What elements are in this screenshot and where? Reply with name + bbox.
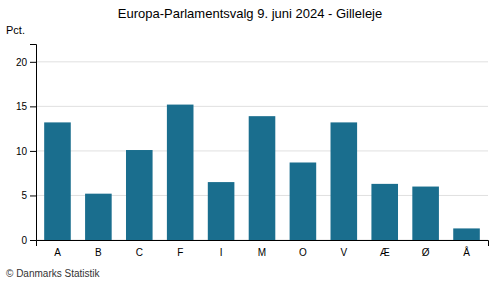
tick: I	[220, 247, 223, 258]
grid-line	[36, 61, 488, 62]
tick-label: A	[54, 247, 61, 258]
tick: F	[177, 247, 183, 258]
tick: V	[340, 247, 347, 258]
bar	[453, 228, 480, 240]
tick-label: V	[340, 247, 347, 258]
bar	[126, 150, 153, 240]
tick-label: 5	[21, 190, 27, 201]
tick-label: I	[220, 247, 223, 258]
bar	[208, 182, 235, 240]
tick: Ø	[422, 247, 430, 258]
tick-mark	[30, 240, 36, 241]
tick-label: 0	[21, 235, 27, 246]
bar	[371, 184, 398, 240]
axis-line	[37, 241, 489, 247]
tick: B	[95, 247, 102, 258]
axis-line	[30, 45, 37, 241]
tick: 20	[16, 57, 36, 68]
chart: Europa-Parlamentsvalg 9. juni 2024 - Gil…	[0, 0, 500, 282]
footer: © Danmarks Statistik	[6, 268, 101, 279]
tick-label: Ø	[422, 247, 430, 258]
tick-label: 15	[16, 101, 28, 112]
tick-label: M	[258, 247, 266, 258]
bars	[44, 105, 480, 240]
tick: Æ	[380, 247, 390, 258]
title: Europa-Parlamentsvalg 9. juni 2024 - Gil…	[118, 6, 382, 21]
grid-line	[36, 106, 488, 107]
tick-label: 10	[16, 146, 28, 157]
plot: 0 5 10 15 20 A B C F I M O V Æ Ø Å Pct.	[6, 24, 489, 258]
tick-label: O	[299, 247, 307, 258]
tick: Å	[463, 246, 470, 258]
bar	[249, 116, 276, 240]
tick-label: Å	[463, 246, 470, 258]
axis-title: Pct.	[6, 24, 25, 36]
tick: C	[136, 247, 143, 258]
bar	[85, 194, 112, 240]
tick-mark	[30, 62, 36, 63]
tick-mark	[30, 195, 36, 196]
bar	[331, 122, 358, 240]
tick: 5	[21, 190, 36, 201]
tick: 10	[16, 146, 36, 157]
tick: O	[299, 247, 307, 258]
tick: 15	[16, 101, 36, 112]
tick-mark	[30, 106, 36, 107]
tick-label: Æ	[380, 247, 390, 258]
tick: 0	[21, 235, 36, 246]
tick-label: 20	[16, 57, 28, 68]
bar	[44, 122, 71, 240]
tick-mark	[30, 151, 36, 152]
tick-label: C	[136, 247, 143, 258]
x-axis: ABCFIMOVÆØÅ	[37, 241, 489, 259]
bar	[290, 162, 317, 240]
tick: A	[54, 247, 61, 258]
bar	[412, 187, 439, 240]
tick-label: B	[95, 247, 102, 258]
grid	[36, 62, 488, 240]
tick: M	[258, 247, 266, 258]
tick-label: F	[177, 247, 183, 258]
y-axis: 0 5 10 15 20	[16, 45, 37, 246]
bar	[167, 105, 194, 240]
